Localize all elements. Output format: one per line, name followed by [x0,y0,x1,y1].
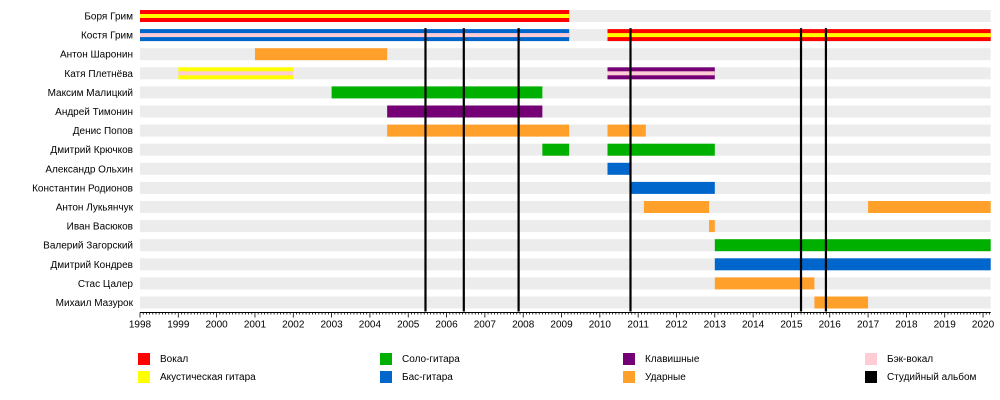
x-tick-label: 2009 [550,320,573,331]
x-tick-label: 2015 [780,320,803,331]
member-name: Костя Грим [81,31,133,42]
membership-bar [714,258,991,271]
x-tick-label: 2000 [206,320,229,331]
legend-item-vocal: Вокал [138,353,188,365]
x-tick-label: 2005 [397,320,420,331]
membership-bar [643,201,710,213]
row-background [140,220,991,233]
membership-bar [814,296,869,309]
x-tick-label: 2019 [934,320,957,331]
membership-bar-secondary-role [178,71,294,76]
row-background [140,296,991,309]
member-name: Иван Васюков [67,222,133,233]
legend-swatch [623,371,635,383]
x-tick-label: 2010 [589,320,612,331]
legend-label: Клавишные [645,353,700,365]
membership-bar [709,220,715,233]
legend-swatch [865,353,877,365]
legend-swatch [138,353,150,365]
x-tick-label: 2011 [627,320,649,331]
x-tick-label: 2004 [359,320,382,331]
member-name: Антон Шаронин [60,50,133,61]
row-background [140,181,991,194]
member-name: Константин Родионов [32,183,133,194]
legend-label: Вокал [160,353,189,365]
legend-item-acoustic: Акустическая гитара [138,371,256,383]
x-tick-label: 2012 [665,320,688,331]
x-tick-label: 2014 [742,320,765,331]
member-name: Стас Цалер [78,279,134,290]
x-tick-label: 2006 [435,320,458,331]
membership-bar-secondary-role [140,33,570,38]
legend-label: Акустическая гитара [160,371,256,383]
legend-swatch [138,371,150,383]
x-tick-label: 2013 [704,320,727,331]
legend-item-album: Студийный альбом [865,371,976,383]
legend-item-drums: Ударные [623,371,686,383]
member-name: Дмитрий Крючков [50,145,133,156]
membership-bar [542,143,570,156]
x-tick-label: 2002 [282,320,305,331]
membership-bar [607,124,646,137]
row-background [140,67,991,80]
x-tick-label: 2008 [512,320,535,331]
member-name: Михаил Мазурок [56,298,134,309]
membership-bar [607,143,715,156]
legend-swatch [380,353,392,365]
row-background [140,277,991,290]
x-tick-label: 2016 [819,320,842,331]
row-background [140,201,991,213]
x-tick-label: 2018 [895,320,918,331]
member-name: Александр Ольхин [45,164,133,175]
membership-bar [630,181,715,194]
member-name: Катя Плетнёва [64,69,133,80]
membership-bar-secondary-role [607,33,991,38]
row-background [140,86,991,99]
member-name: Валерий Загорский [43,241,133,252]
legend-swatch [623,353,635,365]
membership-bar [254,48,388,61]
membership-bar-secondary-role [140,14,570,18]
membership-bar [714,239,991,252]
legend-label: Ударные [645,371,686,383]
row-background [140,105,991,118]
legend-swatch [380,371,392,383]
x-tick-label: 2020 [972,320,995,331]
legend-swatch [865,371,877,383]
membership-bar [868,201,991,213]
legend-item-backing: Бэк-вокал [865,353,933,365]
timeline-plot: Боря Грим Костя Грим Антон Шаронин Катя Пле… [32,10,995,331]
legend-label: Студийный альбом [887,371,977,383]
member-name: Боря Грим [84,12,133,23]
membership-bar [714,277,815,290]
legend-item-keys: Клавишные [623,353,699,365]
legend-item-lead: Соло-гитара [380,353,460,365]
member-name: Андрей Тимонин [55,107,133,118]
x-tick-label: 1999 [167,320,190,331]
x-tick-label: 2017 [857,320,880,331]
x-tick-label: 1998 [129,320,152,331]
x-tick-label: 2001 [244,320,267,331]
legend-label: Бэк-вокал [887,353,934,365]
x-tick-label: 2007 [474,320,497,331]
membership-bar-secondary-role [607,71,715,76]
member-name: Антон Лукьянчук [56,203,134,214]
membership-bar [331,86,543,99]
x-tick-label: 2003 [320,320,343,331]
legend-label: Соло-гитара [402,353,460,365]
membership-bar [387,124,570,137]
member-name: Дмитрий Кондрев [50,260,133,271]
legend-item-bass: Бас-гитара [380,371,453,383]
row-background [140,162,991,175]
membership-bar [607,162,631,175]
member-name: Денис Попов [73,126,133,137]
member-name: Максим Малицкий [48,88,133,99]
legend-label: Бас-гитара [402,371,453,383]
